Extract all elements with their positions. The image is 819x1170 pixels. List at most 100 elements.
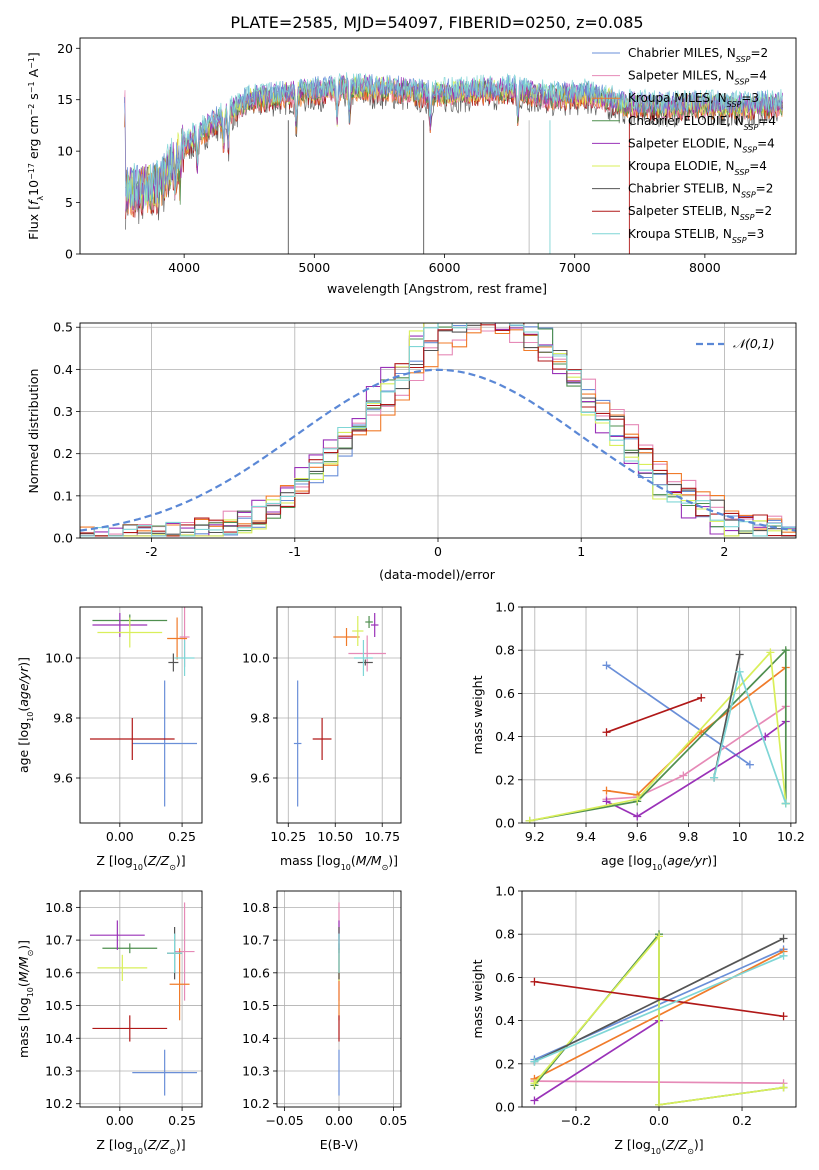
axes-frame: [79, 322, 797, 539]
y-tick-label: 0.0: [495, 816, 515, 831]
series-marker-kroupa_stelib: [735, 667, 744, 676]
x-tick-label: 0.0: [649, 1113, 669, 1128]
errorbar-salpeter_elodie: [370, 613, 379, 637]
series-marker-kroupa_stelib: [781, 799, 790, 808]
errorbar-kroupa_elodie: [352, 616, 364, 646]
series-marker-kroupa_stelib: [779, 951, 788, 960]
legend-entry-salpeter_elodie: Salpeter ELODIE, NSSP=4: [628, 136, 775, 154]
axes-frame: [79, 606, 203, 824]
series-line-salpeter_elodie: [606, 720, 787, 818]
legend-entry-kroupa_stelib: Kroupa STELIB, NSSP=3: [628, 227, 764, 245]
axes-frame: [79, 37, 797, 255]
y-tick-label: 0.2: [495, 1056, 515, 1071]
x-tick-label: 2: [720, 544, 728, 559]
y-tick-label: 5: [65, 195, 73, 210]
legend: 𝒩(0,1): [696, 336, 775, 351]
series-line-chabrier_miles: [606, 664, 751, 766]
x-tick-label: -1: [289, 544, 301, 559]
grid-lines: [80, 607, 202, 823]
series-marker-salpeter_stelib: [530, 977, 539, 986]
y-tick-label: 10.4: [242, 1031, 270, 1046]
y-tick-label: 0.0: [495, 1100, 515, 1115]
y-tick-label: 10.8: [242, 900, 270, 915]
legend-entry-kroupa_miles: Kroupa MILES, NSSP=3: [628, 91, 759, 109]
errorbar-chabrier_miles: [132, 680, 198, 807]
series-chabrier_stelib: [710, 650, 744, 782]
series-line-salpeter_miles: [606, 705, 787, 801]
y-tick-label: 10.4: [45, 1031, 73, 1046]
plot-area: [89, 902, 198, 1096]
errorbar-salpeter_stelib: [312, 718, 332, 760]
histogram-kroupa_stelib: [80, 323, 796, 538]
y-tick-label: 10.6: [45, 965, 73, 980]
errorbar-kroupa_stelib: [174, 640, 195, 676]
series-marker-kroupa_elodie: [766, 648, 775, 657]
y-tick-label: 0.2: [495, 772, 515, 787]
series-line-kroupa_elodie: [529, 650, 787, 822]
y-tick-label: 0.6: [495, 970, 515, 985]
y-tick-label: 10.3: [45, 1064, 73, 1079]
x-tick-label: −0.2: [561, 1113, 591, 1128]
x-axis-label: (data-model)/error: [379, 567, 496, 582]
x-tick-label: 0.00: [106, 1113, 134, 1128]
x-tick-label: 9.6: [627, 829, 647, 844]
errorbar-kroupa_stelib: [167, 933, 183, 973]
series-line-kroupa_miles: [606, 666, 787, 796]
series-line-chabrier_elodie: [529, 648, 787, 822]
axes-spectrum: 4000 5000 6000 7000 8000 0 5 10 15 20 wavelength […: [26, 37, 797, 296]
plot-area: [123, 72, 784, 254]
axes-frame: [276, 890, 402, 1108]
legend-entry-salpeter_stelib: Salpeter STELIB, NSSP=2: [628, 204, 772, 222]
axes-frame: [276, 606, 402, 824]
errorbar-salpeter_stelib: [92, 1015, 168, 1042]
errorbar-chabrier_elodie: [365, 616, 373, 628]
series-chabrier_miles: [602, 661, 754, 769]
x-tick-label: 6000: [429, 260, 461, 275]
errorbar-chabrier_miles: [132, 1049, 198, 1096]
axes-mass_vs_ebv: −0.05 0.00 0.05 10.2 10.3 10.4 10.5 10.6 10.7 10.…: [242, 890, 407, 1152]
series-marker-chabrier_miles: [602, 661, 611, 670]
series-kroupa_stelib: [530, 951, 788, 1066]
y-tick-label: 1.0: [495, 600, 515, 615]
x-tick-label: 0.25: [168, 1113, 196, 1128]
x-tick-label: 0.25: [168, 829, 196, 844]
y-tick-label: 9.6: [53, 771, 73, 786]
series-marker-chabrier_stelib: [779, 934, 788, 943]
plot-area: [293, 613, 386, 807]
series-marker-kroupa_elodie: [525, 816, 534, 823]
x-axis-label: mass [log10(M/M⊙)]: [280, 853, 398, 872]
x-tick-label: 5000: [298, 260, 330, 275]
y-tick-label: 0.4: [495, 729, 515, 744]
x-axis-label: Z [log10(Z/Z⊙)]: [614, 1137, 703, 1156]
histogram-kroupa_miles: [80, 323, 796, 538]
errorbar-kroupa_miles: [333, 628, 360, 646]
errorbar-chabrier_stelib: [168, 653, 179, 672]
errorbar-chabrier_miles: [293, 680, 302, 807]
y-tick-label: 10.0: [242, 651, 270, 666]
x-axis-label: Z [log10(Z/Z⊙)]: [96, 853, 185, 872]
legend-entry-salpeter_miles: Salpeter MILES, NSSP=4: [628, 69, 767, 87]
spectrum-series-kroupa_stelib: [125, 72, 783, 207]
x-tick-label: 0.00: [325, 1113, 353, 1128]
series-marker-kroupa_elodie: [633, 795, 642, 804]
plot-area: [530, 930, 788, 1107]
series-salpeter_stelib: [602, 693, 706, 737]
series-line-kroupa_elodie: [533, 934, 784, 1106]
legend-entry-chabrier_elodie: Chabrier ELODIE, NSSP=4: [628, 114, 776, 132]
series-marker-salpeter_stelib: [779, 1012, 788, 1021]
y-axis-label: mass weight: [470, 675, 485, 754]
y-axis-label: age [log10(age/yr)]: [16, 657, 35, 773]
grid-lines: [277, 607, 401, 823]
x-tick-label: 10.2: [777, 829, 805, 844]
y-axis-label: Normed distribution: [26, 369, 41, 494]
y-axis-label: mass weight: [470, 959, 485, 1038]
y-tick-label: 10.2: [45, 1096, 73, 1111]
series-marker-kroupa_elodie: [530, 1079, 539, 1088]
spectrum-series-kroupa_elodie: [125, 75, 783, 211]
plot-area: [525, 646, 790, 823]
y-tick-label: 0.1: [53, 488, 73, 503]
y-tick-label: 10.6: [242, 965, 270, 980]
x-axis-label: age [log10(age/yr)]: [601, 853, 717, 872]
x-tick-label: 4000: [168, 260, 200, 275]
axes-age_vs_Z: 0.00 0.25 9.6 9.8 10.0 Z [log10(Z/Z⊙)] age [lo…: [16, 606, 203, 872]
